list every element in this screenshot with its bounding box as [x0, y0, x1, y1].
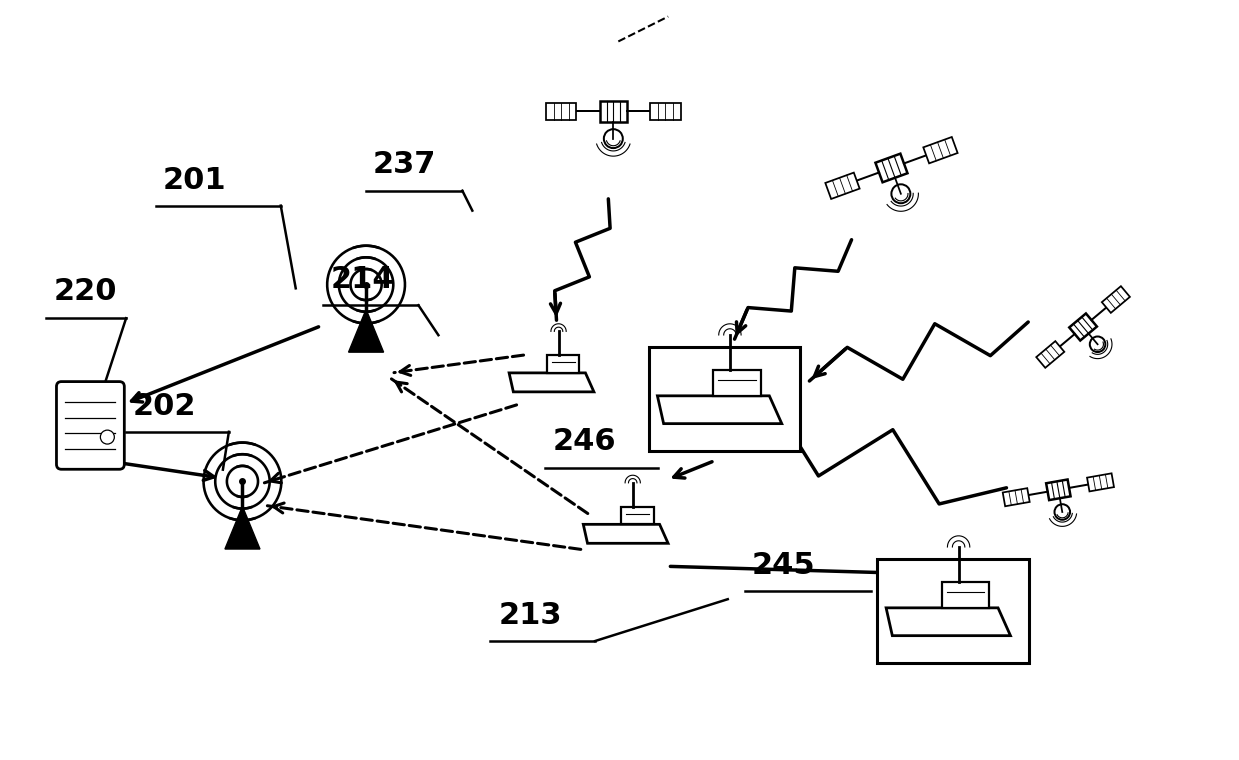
- Bar: [942, 581, 989, 608]
- Circle shape: [100, 430, 114, 444]
- Text: 214: 214: [331, 265, 394, 294]
- Text: 201: 201: [164, 166, 227, 195]
- Polygon shape: [825, 173, 860, 199]
- Text: 202: 202: [133, 392, 197, 421]
- Text: 246: 246: [553, 427, 616, 456]
- Polygon shape: [1087, 473, 1114, 492]
- Polygon shape: [1101, 287, 1130, 313]
- Text: 245: 245: [752, 551, 815, 581]
- Bar: [548, 355, 580, 373]
- Bar: [877, 559, 1030, 663]
- Text: 220: 220: [53, 277, 116, 306]
- Polygon shape: [600, 101, 627, 122]
- Polygon shape: [1036, 341, 1064, 368]
- Polygon shape: [225, 506, 260, 549]
- Polygon shape: [650, 103, 680, 120]
- Polygon shape: [1002, 488, 1030, 506]
- Polygon shape: [348, 309, 384, 352]
- Bar: [649, 347, 800, 451]
- Polygon shape: [509, 373, 593, 392]
- Polygon shape: [658, 396, 782, 423]
- Bar: [714, 370, 761, 396]
- Text: 213: 213: [498, 601, 561, 630]
- Polygon shape: [584, 524, 668, 543]
- Polygon shape: [886, 608, 1011, 635]
- Polygon shape: [923, 137, 958, 163]
- Bar: [622, 507, 654, 524]
- Polygon shape: [876, 154, 907, 182]
- Polygon shape: [1069, 313, 1097, 340]
- Polygon shape: [546, 103, 576, 120]
- Polygon shape: [1046, 480, 1070, 500]
- FancyBboxPatch shape: [57, 382, 124, 469]
- Text: 237: 237: [373, 150, 436, 179]
